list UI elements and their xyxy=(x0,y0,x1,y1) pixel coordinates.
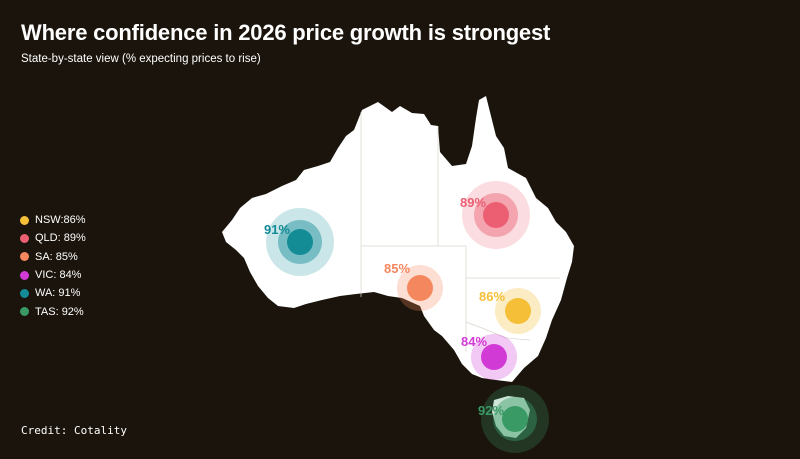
nsw-dot-icon xyxy=(20,215,29,225)
legend-label: WA: 91% xyxy=(35,287,81,300)
tas-percent-label: 92% xyxy=(478,403,504,418)
vic-percent-label: 84% xyxy=(461,334,487,349)
qld-marker: 89% xyxy=(460,181,530,249)
australia-mainland xyxy=(222,96,574,382)
page-title: Where confidence in 2026 price growth is… xyxy=(21,20,551,45)
page-subtitle: State-by-state view (% expecting prices … xyxy=(21,53,261,65)
legend-item-sa: SA: 85% xyxy=(20,248,86,266)
state-borders xyxy=(360,112,560,352)
legend-label: SA: 85% xyxy=(35,250,78,263)
tas-dot-icon xyxy=(20,307,29,317)
tas-marker: 92% xyxy=(478,385,549,453)
legend-label: VIC: 84% xyxy=(35,269,82,282)
legend-label: QLD: 89% xyxy=(35,232,86,245)
sa-dot-icon xyxy=(20,252,29,262)
legend-item-nsw: NSW:86% xyxy=(20,211,86,229)
sa-percent-label: 85% xyxy=(384,261,410,276)
nsw-percent-label: 86% xyxy=(479,289,505,304)
vic-dot-icon xyxy=(20,270,29,280)
wa-dot-icon xyxy=(20,288,29,298)
legend: NSW:86% QLD: 89% SA: 85% VIC: 84% WA: 91… xyxy=(20,211,86,321)
wa-percent-label: 91% xyxy=(264,222,290,237)
vic-marker: 84% xyxy=(461,334,517,380)
legend-item-vic: VIC: 84% xyxy=(20,266,86,284)
qld-percent-label: 89% xyxy=(460,195,486,210)
nsw-marker: 86% xyxy=(479,288,541,334)
credit-text: Credit: Cotality xyxy=(21,424,127,437)
legend-label: NSW:86% xyxy=(35,214,86,227)
qld-dot-icon xyxy=(20,233,29,243)
legend-item-wa: WA: 91% xyxy=(20,284,86,302)
legend-item-tas: TAS: 92% xyxy=(20,302,86,320)
legend-label: TAS: 92% xyxy=(35,305,84,318)
wa-marker: 91% xyxy=(264,208,334,276)
legend-item-qld: QLD: 89% xyxy=(20,229,86,247)
sa-marker: 85% xyxy=(384,261,443,311)
